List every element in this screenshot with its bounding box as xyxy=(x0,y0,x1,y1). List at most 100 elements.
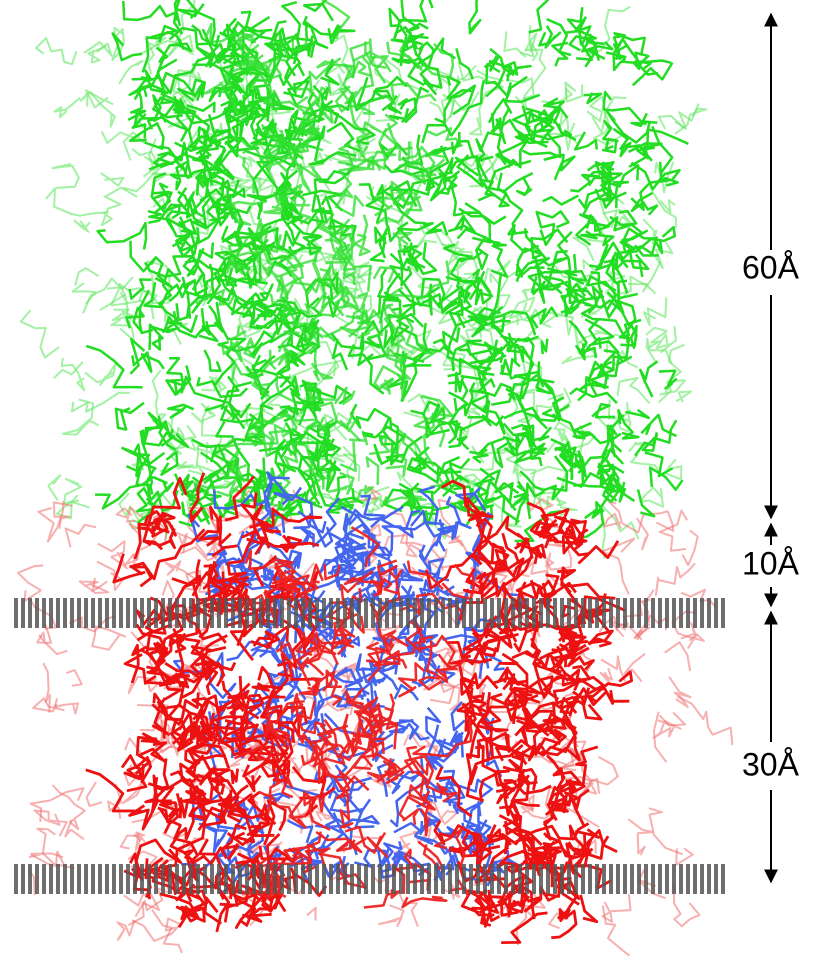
residue-stick xyxy=(349,430,369,446)
residue-stick xyxy=(179,546,219,562)
residue-stick xyxy=(376,559,398,592)
residue-stick xyxy=(223,447,248,479)
residue-stick xyxy=(116,919,136,941)
residue-stick xyxy=(254,218,268,249)
residue-stick xyxy=(369,432,391,456)
residue-stick xyxy=(245,526,282,547)
residue-stick xyxy=(152,151,179,169)
residue-stick xyxy=(565,25,594,62)
residue-stick xyxy=(308,151,357,166)
residue-stick xyxy=(232,717,258,758)
residue-stick xyxy=(559,687,630,715)
residue-stick xyxy=(579,894,599,924)
residue-stick xyxy=(514,430,542,454)
residue-stick xyxy=(146,40,182,75)
residue-stick xyxy=(347,155,375,173)
residue-stick xyxy=(198,505,221,547)
residue-stick xyxy=(172,0,199,35)
residue-stick xyxy=(621,510,675,534)
residue-stick xyxy=(293,187,311,225)
residue-stick xyxy=(602,455,636,503)
residue-stick xyxy=(213,479,234,488)
residue-stick xyxy=(249,316,274,330)
residue-stick xyxy=(155,632,187,665)
residue-stick xyxy=(224,682,251,726)
residue-stick xyxy=(321,755,371,779)
residue-stick xyxy=(271,507,323,526)
residue-stick xyxy=(291,322,336,344)
residue-stick xyxy=(600,350,632,378)
residue-stick xyxy=(131,148,160,167)
residue-stick xyxy=(442,483,475,507)
residue-stick xyxy=(602,160,615,180)
residue-stick xyxy=(657,115,685,130)
residue-stick xyxy=(144,674,183,685)
residue-stick xyxy=(438,519,458,540)
residue-stick xyxy=(620,324,638,350)
residue-stick xyxy=(596,363,615,378)
residue-stick xyxy=(574,828,600,839)
residue-stick xyxy=(155,42,193,63)
residue-stick xyxy=(628,144,650,168)
residue-stick xyxy=(36,623,53,644)
residue-stick xyxy=(418,538,446,562)
residue-stick xyxy=(596,448,611,476)
residue-stick xyxy=(337,485,374,505)
residue-stick xyxy=(199,451,239,478)
residue-stick xyxy=(419,800,431,837)
residue-stick xyxy=(560,566,616,600)
residue-stick xyxy=(521,287,537,300)
residue-stick xyxy=(619,240,650,271)
residue-stick xyxy=(154,255,173,289)
residue-stick xyxy=(348,317,377,339)
residue-stick xyxy=(277,294,334,317)
residue-stick xyxy=(275,372,298,405)
residue-stick xyxy=(146,665,173,686)
residue-stick xyxy=(169,812,195,855)
residue-stick xyxy=(477,313,496,325)
residue-stick xyxy=(123,653,147,685)
residue-stick xyxy=(448,840,493,861)
residue-stick xyxy=(47,474,62,502)
residue-stick xyxy=(164,662,213,680)
residue-stick xyxy=(397,288,432,308)
residue-stick xyxy=(393,820,424,834)
residue-stick xyxy=(336,839,356,852)
residue-stick xyxy=(517,392,564,424)
residue-stick xyxy=(389,242,413,266)
residue-stick xyxy=(224,136,258,158)
residue-stick xyxy=(234,744,283,762)
residue-stick xyxy=(445,250,484,284)
residue-stick xyxy=(362,425,406,446)
residue-stick xyxy=(274,138,311,200)
residue-stick xyxy=(376,268,388,298)
residue-stick xyxy=(513,380,544,408)
residue-stick xyxy=(350,526,380,567)
residue-stick xyxy=(583,92,603,105)
residue-stick xyxy=(433,825,466,868)
residue-stick xyxy=(659,199,676,214)
residue-stick xyxy=(512,715,563,739)
residue-stick xyxy=(241,143,294,172)
residue-stick xyxy=(525,107,563,134)
residue-stick xyxy=(172,75,203,124)
residue-stick xyxy=(29,827,58,868)
residue-stick xyxy=(254,413,298,439)
residue-stick xyxy=(500,334,535,360)
residue-stick xyxy=(542,194,579,206)
residue-stick xyxy=(242,156,255,194)
residue-stick xyxy=(302,0,334,22)
residue-stick xyxy=(279,641,293,679)
residue-stick xyxy=(476,729,512,750)
residue-stick xyxy=(196,376,249,399)
residue-stick xyxy=(402,733,442,755)
residue-stick xyxy=(224,200,267,226)
residue-stick xyxy=(475,517,496,573)
residue-stick xyxy=(211,544,238,558)
residue-stick xyxy=(435,766,473,818)
residue-stick xyxy=(425,706,464,754)
residue-stick xyxy=(169,436,200,469)
residue-stick xyxy=(185,569,215,588)
residue-stick xyxy=(642,297,668,327)
residue-stick xyxy=(342,713,362,757)
